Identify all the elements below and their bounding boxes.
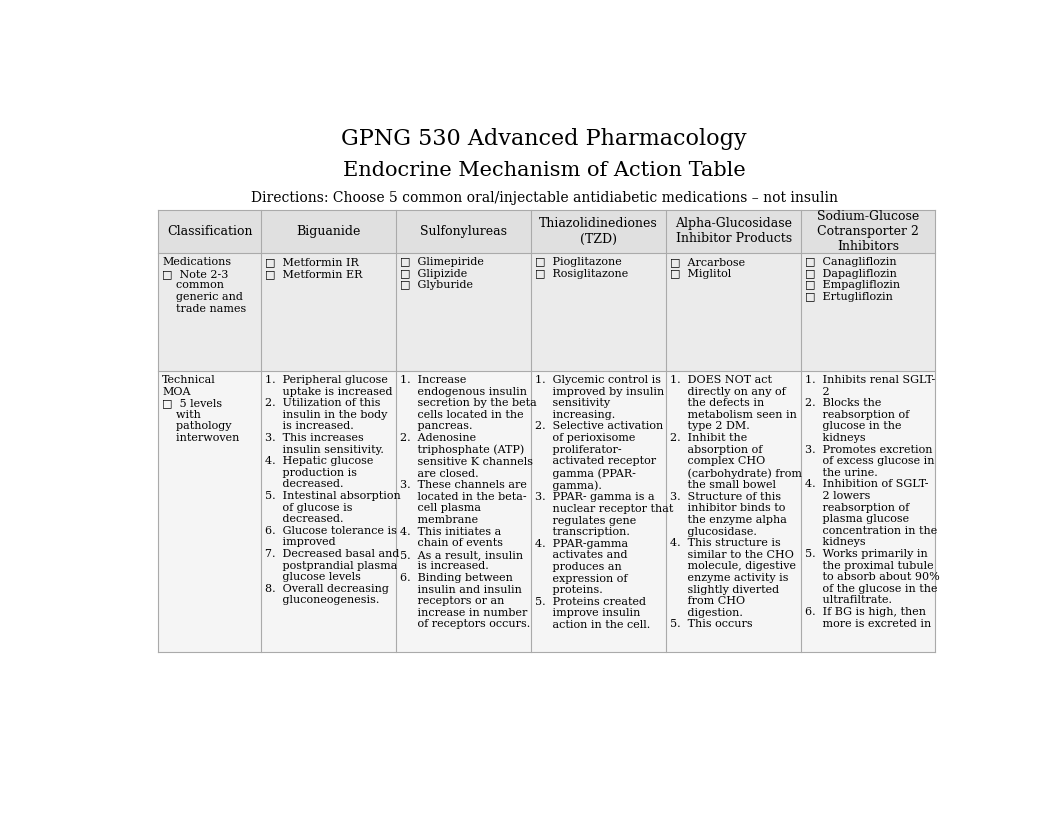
Text: Medications
□  Note 2-3
    common
    generic and
    trade names: Medications □ Note 2-3 common generic an… xyxy=(162,257,246,314)
Text: Directions: Choose 5 common oral/injectable antidiabetic medications – not insul: Directions: Choose 5 common oral/injecta… xyxy=(251,191,838,205)
Text: 1.  Peripheral glucose
     uptake is increased
2.  Utilization of this
     ins: 1. Peripheral glucose uptake is increase… xyxy=(264,375,400,606)
Text: 1.  DOES NOT act
     directly on any of
     the defects in
     metabolism see: 1. DOES NOT act directly on any of the d… xyxy=(670,375,802,630)
Text: □  Pioglitazone
□  Rosiglitazone: □ Pioglitazone □ Rosiglitazone xyxy=(535,257,629,279)
Text: □  Canagliflozin
□  Dapagliflozin
□  Empagliflozin
□  Ertugliflozin: □ Canagliflozin □ Dapagliflozin □ Empagl… xyxy=(805,257,901,302)
Bar xyxy=(158,253,935,372)
Text: 1.  Glycemic control is
     improved by insulin
     sensitivity
     increasin: 1. Glycemic control is improved by insul… xyxy=(535,375,673,630)
Bar xyxy=(158,372,935,652)
Text: Thiazolidinediones
(TZD): Thiazolidinediones (TZD) xyxy=(539,218,658,246)
Text: GPNG 530 Advanced Pharmacology: GPNG 530 Advanced Pharmacology xyxy=(342,127,747,150)
Text: Sodium-Glucose
Cotransporter 2
Inhibitors: Sodium-Glucose Cotransporter 2 Inhibitor… xyxy=(817,210,920,253)
Text: Technical
MOA
□  5 levels
    with
    pathology
    interwoven: Technical MOA □ 5 levels with pathology … xyxy=(162,375,240,443)
Text: Alpha-Glucosidase
Inhibitor Products: Alpha-Glucosidase Inhibitor Products xyxy=(675,218,792,246)
Text: Biguanide: Biguanide xyxy=(296,225,361,238)
Text: 1.  Inhibits renal SGLT-
     2
2.  Blocks the
     reabsorption of
     glucose: 1. Inhibits renal SGLT- 2 2. Blocks the … xyxy=(805,375,940,629)
Text: □  Metformin IR
□  Metformin ER: □ Metformin IR □ Metformin ER xyxy=(264,257,362,279)
Text: Classification: Classification xyxy=(167,225,253,238)
Text: Endocrine Mechanism of Action Table: Endocrine Mechanism of Action Table xyxy=(343,161,746,180)
Text: □  Arcarbose
□  Miglitol: □ Arcarbose □ Miglitol xyxy=(670,257,746,279)
Text: 1.  Increase
     endogenous insulin
     secretion by the beta
     cells locat: 1. Increase endogenous insulin secretion… xyxy=(399,375,536,630)
Text: □  Glimepiride
□  Glipizide
□  Glyburide: □ Glimepiride □ Glipizide □ Glyburide xyxy=(399,257,483,290)
Bar xyxy=(158,210,935,253)
Text: Sulfonylureas: Sulfonylureas xyxy=(419,225,507,238)
